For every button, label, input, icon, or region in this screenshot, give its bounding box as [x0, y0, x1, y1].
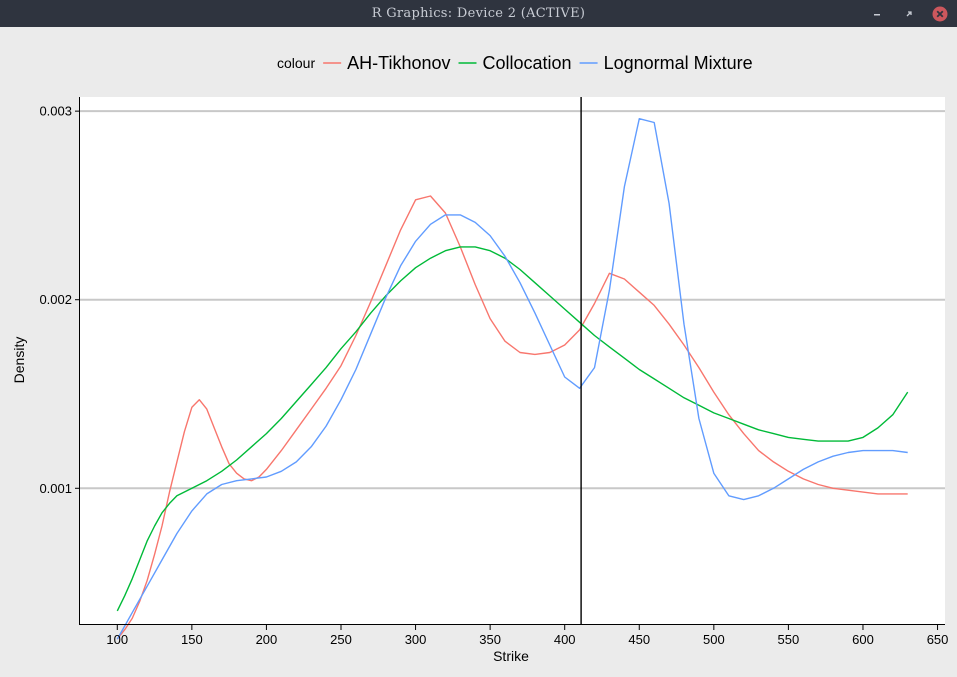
axes: [79, 97, 945, 625]
x-tick-label: 650: [927, 632, 949, 647]
window-title: R Graphics: Device 2 (ACTIVE): [371, 6, 586, 21]
close-icon[interactable]: [932, 6, 948, 22]
restore-icon[interactable]: [901, 6, 917, 22]
plot-area: colour AH-Tikhonov Collocation Lognormal M…: [0, 27, 957, 677]
y-axis-ticks: 0.001 0.002 0.003: [39, 104, 80, 496]
x-tick-label: 600: [852, 632, 874, 647]
series-line-lognormal-mixture: [116, 118, 908, 640]
y-tick-label: 0.001: [39, 481, 72, 496]
x-tick-label: 250: [330, 632, 352, 647]
window-titlebar: R Graphics: Device 2 (ACTIVE): [0, 0, 957, 27]
minimize-icon[interactable]: [869, 6, 885, 22]
x-tick-label: 100: [106, 632, 128, 647]
x-tick-label: 400: [554, 632, 576, 647]
legend-label-collocation: Collocation: [483, 53, 572, 73]
x-tick-label: 550: [778, 632, 800, 647]
x-tick-label: 350: [479, 632, 501, 647]
x-axis-ticks: 100 150 200 250 300 350 400 450 500 550 600 650: [106, 625, 948, 647]
series-line-ah-tikhonov: [116, 195, 908, 640]
x-tick-label: 150: [181, 632, 203, 647]
x-axis-title: Strike: [493, 648, 529, 664]
x-tick-label: 500: [703, 632, 725, 647]
series-lines: [116, 118, 909, 640]
density-chart: colour AH-Tikhonov Collocation Lognormal M…: [11, 53, 948, 664]
legend-title: colour: [277, 55, 315, 71]
panel-background: [80, 97, 945, 625]
legend-label-ah-tikhonov: AH-Tikhonov: [347, 53, 450, 73]
y-axis-title: Density: [11, 337, 27, 384]
legend: colour AH-Tikhonov Collocation Lognormal M…: [277, 53, 753, 73]
series-line-collocation: [116, 246, 909, 612]
y-tick-label: 0.003: [39, 104, 72, 119]
x-tick-label: 300: [405, 632, 427, 647]
legend-label-lognormal-mixture: Lognormal Mixture: [604, 53, 753, 73]
x-tick-label: 200: [256, 632, 278, 647]
x-tick-label: 450: [628, 632, 650, 647]
grid-lines: [80, 110, 945, 490]
y-tick-label: 0.002: [39, 292, 72, 307]
